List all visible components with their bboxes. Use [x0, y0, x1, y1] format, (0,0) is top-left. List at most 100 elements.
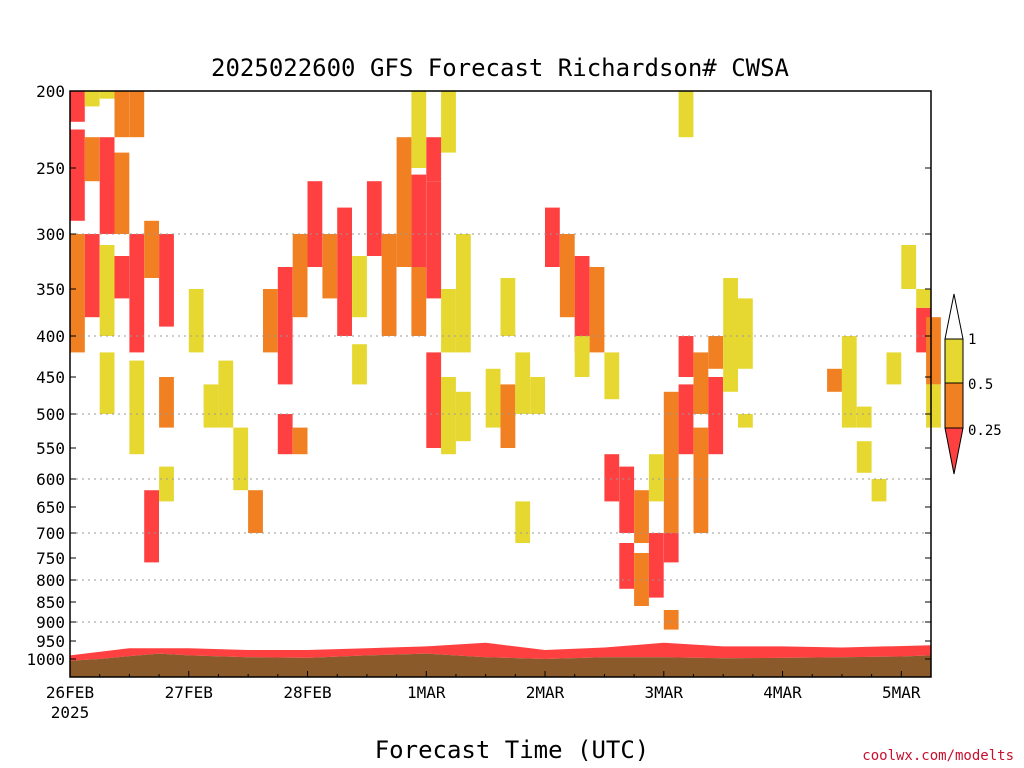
- heat-cell: [738, 414, 753, 428]
- y-tick-label: 950: [36, 632, 65, 651]
- heat-cell: [307, 181, 323, 267]
- y-tick-label: 700: [36, 524, 65, 543]
- y-tick-label: 850: [36, 593, 65, 612]
- heat-cell: [856, 406, 872, 428]
- heat-cell: [500, 384, 516, 448]
- y-tick-label: 900: [36, 613, 65, 632]
- y-tick-label: 750: [36, 549, 65, 568]
- heat-cell: [456, 234, 471, 353]
- heat-cell: [619, 466, 635, 533]
- heat-cell: [723, 278, 738, 392]
- heat-cell: [827, 368, 842, 392]
- heat-cell: [426, 352, 442, 448]
- x-tick-label: 26FEB: [46, 683, 94, 702]
- x-tick-label: 4MAR: [763, 683, 802, 702]
- x-tick-label: 27FEB: [165, 683, 213, 702]
- heat-cell: [322, 234, 338, 299]
- x-tick-label: 28FEB: [283, 683, 331, 702]
- heat-cell: [292, 427, 308, 455]
- legend-label: 0.5: [968, 377, 993, 393]
- heat-cell: [381, 234, 397, 336]
- legend-swatch-025-05: [944, 382, 964, 429]
- heat-cell: [292, 234, 308, 318]
- ground-fill: [70, 653, 931, 677]
- heat-cell: [589, 267, 605, 353]
- heat-cell: [277, 267, 293, 385]
- y-axis: 200 250 300 350 400 450 500 550 600 650 700 750 800 8…: [26, 82, 931, 669]
- y-tick-label: 400: [36, 327, 65, 346]
- heat-cell: [545, 207, 560, 267]
- heat-cell: [678, 336, 694, 377]
- heat-cell: [574, 336, 590, 377]
- heat-cell: [70, 234, 85, 353]
- legend-swatch-gt1: [944, 293, 964, 340]
- y-tick-label: 350: [36, 280, 65, 299]
- y-tick-label: 200: [36, 82, 65, 101]
- heat-cell: [411, 267, 427, 336]
- x-tick-label: 2MAR: [526, 683, 565, 702]
- y-tick-label: 450: [36, 368, 65, 387]
- heat-cell: [693, 352, 709, 414]
- heat-cell: [663, 533, 679, 563]
- y-tick-label: 300: [36, 225, 65, 244]
- heat-cell: [441, 377, 456, 455]
- heat-cell: [856, 441, 872, 473]
- heat-cell: [277, 414, 293, 455]
- heat-cell: [263, 289, 278, 353]
- heat-cell: [84, 234, 100, 318]
- x-tick-label: 1MAR: [407, 683, 446, 702]
- heat-cell: [411, 174, 427, 267]
- heat-cell: [515, 352, 531, 414]
- heat-cell: [248, 490, 263, 533]
- heat-cell: [841, 336, 857, 428]
- heat-cell: [159, 377, 174, 428]
- heat-cell: [916, 289, 931, 308]
- heat-cell: [188, 289, 204, 353]
- heat-cell: [663, 391, 679, 533]
- heat-cell: [70, 129, 85, 221]
- heat-cell: [530, 377, 545, 414]
- heat-cell: [738, 298, 753, 369]
- heat-cell: [515, 501, 531, 543]
- heat-cell: [619, 543, 635, 589]
- heat-cell: [634, 490, 649, 543]
- legend-label: 1: [968, 332, 976, 348]
- heat-cell: [871, 479, 887, 502]
- heat-cell: [678, 91, 694, 138]
- heat-cell: [84, 91, 100, 107]
- heat-cell: [352, 256, 367, 318]
- y-tick-label: 250: [36, 159, 65, 178]
- heat-cell: [574, 256, 590, 353]
- heat-cell: [708, 377, 724, 455]
- heat-cell: [396, 137, 412, 267]
- heat-cell: [886, 352, 902, 385]
- heat-cell: [648, 533, 664, 598]
- heat-cell: [926, 384, 941, 428]
- heat-cell: [114, 91, 130, 138]
- y-tick-label: 650: [36, 498, 65, 517]
- x-axis-label: Forecast Time (UTC): [375, 736, 650, 764]
- heat-cell: [129, 91, 145, 138]
- heat-cell: [441, 289, 456, 353]
- heat-cell: [144, 220, 159, 278]
- heat-cell: [99, 91, 115, 99]
- heat-cell: [233, 427, 249, 491]
- heat-cell: [114, 152, 130, 234]
- heat-cell: [218, 360, 234, 428]
- heat-cell: [663, 610, 679, 630]
- heat-cell: [693, 427, 709, 533]
- x-tick-label: 5MAR: [882, 683, 921, 702]
- heat-cell: [441, 91, 456, 153]
- heat-cell: [411, 91, 427, 168]
- chart-title: 2025022600 GFS Forecast Richardson# CWSA: [211, 54, 790, 82]
- heat-cell: [129, 360, 145, 455]
- heat-cell: [926, 317, 941, 385]
- heat-cell: [604, 454, 620, 502]
- legend: 1 0.5 0.25: [944, 293, 1002, 475]
- heat-cell: [159, 466, 174, 502]
- heat-cell: [203, 384, 219, 428]
- heat-cell: [648, 454, 664, 502]
- heat-cell: [426, 137, 442, 182]
